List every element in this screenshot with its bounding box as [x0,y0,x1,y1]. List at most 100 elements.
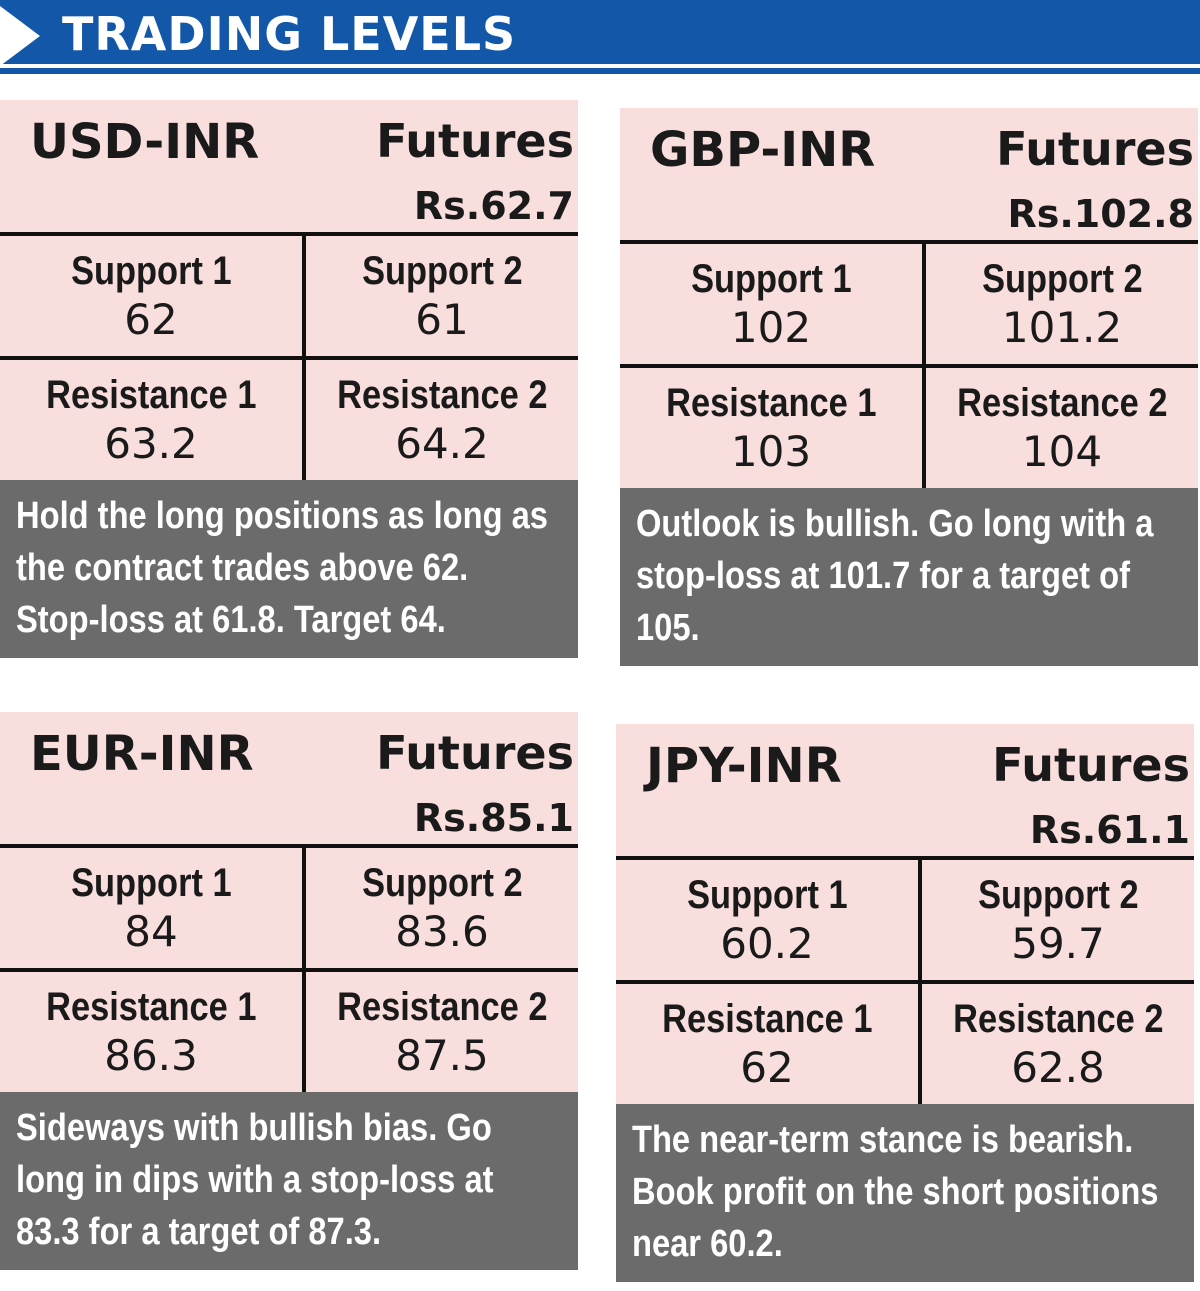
support-2-label: Support 2 [361,249,523,293]
resistance-2-label: Resistance 2 [336,985,548,1029]
panel-header: JPY-INR Futures Rs.61.1 [616,724,1194,860]
outlook-note: Hold the long positions as long as the c… [0,480,578,658]
support-1-value: 60.2 [720,919,814,968]
header-banner: TRADING LEVELS [0,0,1200,74]
resistance-1-label: Resistance 1 [665,381,877,425]
support-1-value: 102 [730,303,812,352]
support-2-label: Support 2 [361,861,523,905]
note-line: 83.3 for a target of 87.3. [16,1211,382,1253]
panel-header: EUR-INR Futures Rs.85.1 [0,712,578,848]
note-line: near 60.2. [632,1223,783,1265]
resistance-1-label: Resistance 1 [45,985,257,1029]
resistance-1-value: 103 [730,427,812,476]
futures-label: Futures [376,726,574,780]
pair-name: JPY-INR [646,738,842,794]
panel-gbp-inr: GBP-INR Futures Rs.102.8 Support 1 102 S… [620,108,1198,666]
support-2-label: Support 2 [977,873,1139,917]
note-line: The near-term stance is bearish. [632,1119,1134,1161]
resistance-2-cell: Resistance 2 104 [926,368,1198,488]
levels-grid: Support 1 60.2 Support 2 59.7 Resistance… [616,860,1194,1104]
pair-name: GBP-INR [650,122,876,178]
column-divider [302,360,306,480]
outlook-note: Sideways with bullish bias. Go long in d… [0,1092,578,1270]
resistance-2-cell: Resistance 2 87.5 [306,972,578,1092]
note-line: the contract trades above 62. [16,547,469,589]
panel-eur-inr: EUR-INR Futures Rs.85.1 Support 1 84 Sup… [0,712,578,1270]
support-2-value: 59.7 [1011,919,1105,968]
panel-header: GBP-INR Futures Rs.102.8 [620,108,1198,244]
support-1-value: 84 [124,907,178,956]
support-1-cell: Support 1 62 [0,236,302,356]
futures-label: Futures [376,114,574,168]
pair-name: EUR-INR [30,726,254,782]
column-divider [922,244,926,364]
column-divider [302,972,306,1092]
note-line: Book profit on the short positions [632,1171,1159,1213]
pair-name: USD-INR [30,114,260,170]
resistance-1-cell: Resistance 1 62 [616,984,918,1104]
levels-grid: Support 1 102 Support 2 101.2 Resistance… [620,244,1198,488]
resistance-1-value: 86.3 [104,1031,198,1080]
support-2-value: 83.6 [395,907,489,956]
column-divider [918,860,922,980]
resistance-2-label: Resistance 2 [956,381,1168,425]
futures-price: Rs.61.1 [1029,808,1190,852]
resistance-2-label: Resistance 2 [336,373,548,417]
row-divider [616,980,1194,984]
column-divider [918,984,922,1104]
resistance-2-label: Resistance 2 [952,997,1164,1041]
note-line: Hold the long positions as long as [16,495,548,537]
levels-grid: Support 1 84 Support 2 83.6 Resistance 1… [0,848,578,1092]
support-1-label: Support 1 [690,257,852,301]
arrow-icon [0,6,40,66]
support-1-cell: Support 1 60.2 [616,860,918,980]
support-2-label: Support 2 [981,257,1143,301]
levels-grid: Support 1 62 Support 2 61 Resistance 1 6… [0,236,578,480]
outlook-note: Outlook is bullish. Go long with a stop-… [620,488,1198,666]
resistance-2-cell: Resistance 2 62.8 [922,984,1194,1104]
panel-usd-inr: USD-INR Futures Rs.62.7 Support 1 62 Sup… [0,100,578,658]
resistance-1-label: Resistance 1 [45,373,257,417]
note-line: Outlook is bullish. Go long with a [636,503,1154,545]
support-1-cell: Support 1 102 [620,244,922,364]
futures-label: Futures [996,122,1194,176]
banner-divider [0,64,1200,68]
resistance-2-value: 104 [1021,427,1103,476]
panel-jpy-inr: JPY-INR Futures Rs.61.1 Support 1 60.2 S… [616,724,1194,1282]
resistance-1-value: 62 [740,1043,794,1092]
resistance-1-label: Resistance 1 [661,997,873,1041]
futures-price: Rs.85.1 [413,796,574,840]
outlook-note: The near-term stance is bearish. Book pr… [616,1104,1194,1282]
support-2-cell: Support 2 83.6 [306,848,578,968]
futures-price: Rs.102.8 [1007,192,1194,236]
column-divider [922,368,926,488]
row-divider [620,364,1198,368]
panel-header: USD-INR Futures Rs.62.7 [0,100,578,236]
support-2-cell: Support 2 61 [306,236,578,356]
note-line: Sideways with bullish bias. Go [16,1107,492,1149]
note-line: 105. [636,607,700,649]
note-line: stop-loss at 101.7 for a target of [636,555,1130,597]
futures-label: Futures [992,738,1190,792]
column-divider [302,236,306,356]
support-1-label: Support 1 [686,873,848,917]
resistance-2-value: 87.5 [395,1031,489,1080]
row-divider [0,356,578,360]
futures-price: Rs.62.7 [413,184,574,228]
resistance-1-cell: Resistance 1 103 [620,368,922,488]
note-line: long in dips with a stop-loss at [16,1159,494,1201]
support-2-cell: Support 2 101.2 [926,244,1198,364]
resistance-2-value: 64.2 [395,419,489,468]
support-1-label: Support 1 [70,249,232,293]
resistance-2-cell: Resistance 2 64.2 [306,360,578,480]
support-2-cell: Support 2 59.7 [922,860,1194,980]
support-1-cell: Support 1 84 [0,848,302,968]
column-divider [302,848,306,968]
page-title: TRADING LEVELS [62,7,517,61]
support-1-value: 62 [124,295,178,344]
resistance-1-cell: Resistance 1 86.3 [0,972,302,1092]
support-2-value: 101.2 [1001,303,1123,352]
resistance-2-value: 62.8 [1011,1043,1105,1092]
support-2-value: 61 [415,295,469,344]
row-divider [0,968,578,972]
